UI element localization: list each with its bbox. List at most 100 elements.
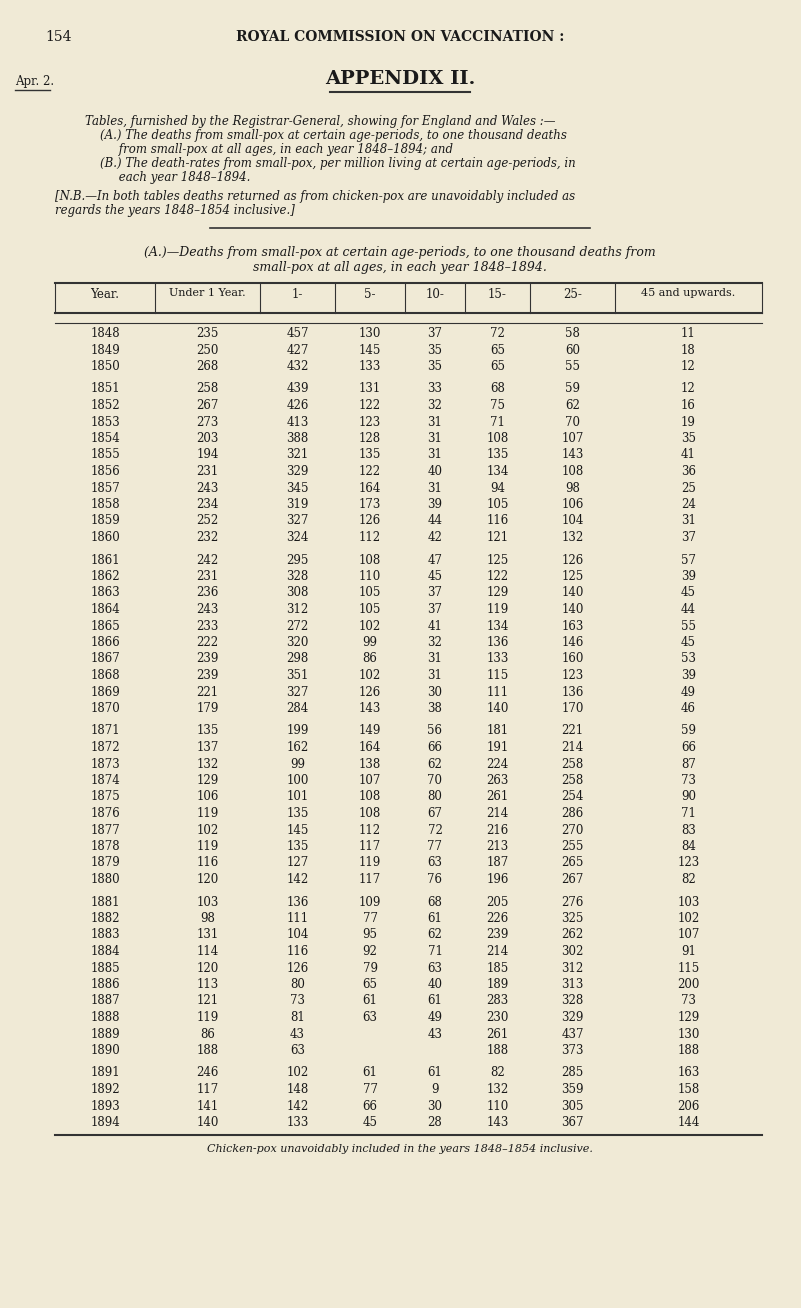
Text: 37: 37 — [681, 531, 696, 544]
Text: 234: 234 — [196, 498, 219, 511]
Text: 258: 258 — [196, 382, 219, 395]
Text: 63: 63 — [363, 1011, 377, 1024]
Text: 66: 66 — [363, 1100, 377, 1113]
Text: 141: 141 — [196, 1100, 219, 1113]
Text: Apr. 2.: Apr. 2. — [15, 75, 54, 88]
Text: 1894: 1894 — [91, 1116, 120, 1129]
Text: 116: 116 — [486, 514, 509, 527]
Text: 119: 119 — [359, 857, 381, 870]
Text: 98: 98 — [565, 481, 580, 494]
Text: 101: 101 — [287, 790, 308, 803]
Text: 61: 61 — [363, 994, 377, 1007]
Text: 119: 119 — [196, 840, 219, 853]
Text: 135: 135 — [196, 725, 219, 738]
Text: 214: 214 — [486, 944, 509, 957]
Text: 108: 108 — [359, 553, 381, 566]
Text: 60: 60 — [565, 344, 580, 357]
Text: 45 and upwards.: 45 and upwards. — [642, 288, 735, 298]
Text: 35: 35 — [428, 360, 442, 373]
Text: 135: 135 — [486, 449, 509, 462]
Text: 270: 270 — [562, 824, 584, 837]
Text: 45: 45 — [428, 570, 442, 583]
Text: 262: 262 — [562, 929, 584, 942]
Text: 61: 61 — [428, 912, 442, 925]
Text: 1866: 1866 — [91, 636, 120, 649]
Text: 92: 92 — [363, 944, 377, 957]
Text: 132: 132 — [486, 1083, 509, 1096]
Text: (A.) The deaths from small-pox at certain age-periods, to one thousand deaths: (A.) The deaths from small-pox at certai… — [85, 129, 567, 143]
Text: 187: 187 — [486, 857, 509, 870]
Text: 44: 44 — [681, 603, 696, 616]
Text: 66: 66 — [681, 742, 696, 753]
Text: 44: 44 — [428, 514, 442, 527]
Text: 1872: 1872 — [91, 742, 120, 753]
Text: 320: 320 — [286, 636, 308, 649]
Text: 41: 41 — [681, 449, 696, 462]
Text: 55: 55 — [681, 620, 696, 633]
Text: 73: 73 — [681, 774, 696, 787]
Text: 119: 119 — [196, 1011, 219, 1024]
Text: 133: 133 — [359, 360, 381, 373]
Text: 154: 154 — [45, 30, 71, 44]
Text: 108: 108 — [359, 807, 381, 820]
Text: 1875: 1875 — [91, 790, 120, 803]
Text: 107: 107 — [359, 774, 381, 787]
Text: 83: 83 — [681, 824, 696, 837]
Text: 162: 162 — [287, 742, 308, 753]
Text: 63: 63 — [290, 1044, 305, 1057]
Text: 261: 261 — [486, 1028, 509, 1040]
Text: 117: 117 — [359, 872, 381, 886]
Text: 99: 99 — [290, 757, 305, 770]
Text: 72: 72 — [490, 327, 505, 340]
Text: 1862: 1862 — [91, 570, 120, 583]
Text: 119: 119 — [196, 807, 219, 820]
Text: 67: 67 — [428, 807, 442, 820]
Text: 328: 328 — [287, 570, 308, 583]
Text: 5-: 5- — [364, 288, 376, 301]
Text: 295: 295 — [286, 553, 308, 566]
Text: 313: 313 — [562, 978, 584, 991]
Text: 103: 103 — [678, 896, 700, 909]
Text: 39: 39 — [681, 668, 696, 681]
Text: 19: 19 — [681, 416, 696, 429]
Text: 58: 58 — [565, 327, 580, 340]
Text: Under 1 Year.: Under 1 Year. — [169, 288, 246, 298]
Text: 1885: 1885 — [91, 961, 120, 974]
Text: 77: 77 — [428, 840, 442, 853]
Text: 100: 100 — [286, 774, 308, 787]
Text: 33: 33 — [428, 382, 442, 395]
Text: 1863: 1863 — [91, 586, 120, 599]
Text: 1864: 1864 — [91, 603, 120, 616]
Text: 329: 329 — [562, 1011, 584, 1024]
Text: 132: 132 — [562, 531, 584, 544]
Text: 181: 181 — [486, 725, 509, 738]
Text: [N.B.—In both tables deaths returned as from chicken-pox are unavoidably include: [N.B.—In both tables deaths returned as … — [55, 190, 575, 203]
Text: 308: 308 — [286, 586, 308, 599]
Text: 65: 65 — [490, 360, 505, 373]
Text: 329: 329 — [286, 466, 308, 477]
Text: 121: 121 — [196, 994, 219, 1007]
Text: 158: 158 — [678, 1083, 699, 1096]
Text: (B.) The death-rates from small-pox, per million living at certain age-periods, : (B.) The death-rates from small-pox, per… — [85, 157, 576, 170]
Text: 80: 80 — [290, 978, 305, 991]
Text: 254: 254 — [562, 790, 584, 803]
Text: 110: 110 — [486, 1100, 509, 1113]
Text: 160: 160 — [562, 653, 584, 666]
Text: 173: 173 — [359, 498, 381, 511]
Text: 196: 196 — [486, 872, 509, 886]
Text: 1889: 1889 — [91, 1028, 120, 1040]
Text: 185: 185 — [486, 961, 509, 974]
Text: 122: 122 — [486, 570, 509, 583]
Text: 432: 432 — [286, 360, 308, 373]
Text: 102: 102 — [678, 912, 699, 925]
Text: regards the years 1848–1854 inclusive.]: regards the years 1848–1854 inclusive.] — [55, 204, 295, 217]
Text: 1858: 1858 — [91, 498, 120, 511]
Text: 120: 120 — [196, 872, 219, 886]
Text: Year.: Year. — [91, 288, 119, 301]
Text: 112: 112 — [359, 531, 381, 544]
Text: 104: 104 — [562, 514, 584, 527]
Text: 285: 285 — [562, 1066, 584, 1079]
Text: 188: 188 — [678, 1044, 699, 1057]
Text: 232: 232 — [196, 531, 219, 544]
Text: 16: 16 — [681, 399, 696, 412]
